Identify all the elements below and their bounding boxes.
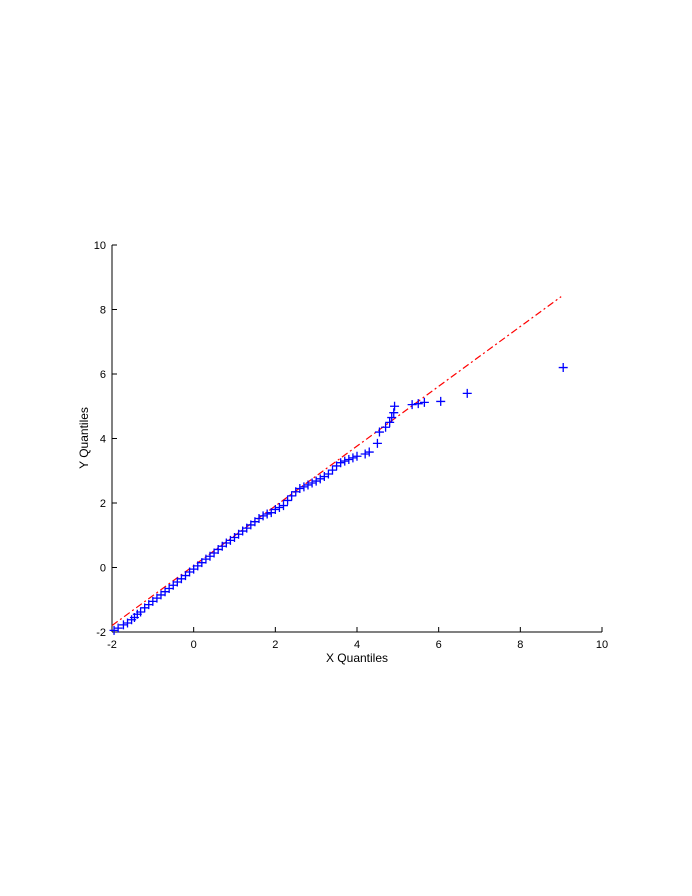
data-point xyxy=(315,474,325,484)
y-tick-label: 6 xyxy=(100,369,106,381)
data-point xyxy=(372,438,382,448)
x-tick-label: 0 xyxy=(191,639,197,651)
data-point xyxy=(295,483,305,493)
y-ticks: -2 0 2 4 6 8 10 xyxy=(94,240,117,639)
data-point xyxy=(387,413,397,423)
data-points xyxy=(109,363,568,635)
data-point xyxy=(413,399,423,409)
y-tick-label: 8 xyxy=(100,305,106,317)
y-tick-label: 2 xyxy=(100,498,106,510)
data-point xyxy=(118,620,128,630)
x-tick-label: 8 xyxy=(517,639,523,651)
data-point xyxy=(419,397,429,407)
data-point xyxy=(323,469,333,479)
x-tick-label: 6 xyxy=(436,639,442,651)
data-point xyxy=(389,408,399,418)
reference-line xyxy=(111,296,562,627)
data-point xyxy=(109,625,119,635)
data-point xyxy=(270,504,280,514)
data-point xyxy=(311,476,321,486)
data-point xyxy=(360,449,370,459)
x-axis-label: X Quantiles xyxy=(326,651,388,665)
x-tick-label: 10 xyxy=(596,639,608,651)
data-point xyxy=(299,482,309,492)
data-point xyxy=(407,400,417,410)
y-tick-label: 4 xyxy=(100,434,106,446)
data-point xyxy=(336,458,346,468)
data-point xyxy=(283,495,293,505)
data-point xyxy=(279,501,288,511)
y-axis-label: Y Quantiles xyxy=(77,407,91,469)
data-point xyxy=(390,401,400,411)
data-point xyxy=(436,396,446,406)
x-ticks: -2 0 2 4 6 8 10 xyxy=(107,627,608,651)
y-tick-label: 10 xyxy=(94,240,106,252)
data-point xyxy=(385,417,395,427)
data-point xyxy=(364,447,374,457)
data-point xyxy=(340,456,350,466)
data-point xyxy=(328,465,337,475)
data-point xyxy=(374,427,384,437)
data-point xyxy=(274,503,284,513)
data-point xyxy=(307,478,317,488)
data-point xyxy=(348,453,358,463)
data-point xyxy=(381,422,391,432)
data-point xyxy=(352,451,362,461)
data-point xyxy=(344,454,354,464)
y-tick-label: -2 xyxy=(96,627,106,639)
data-point xyxy=(136,607,146,617)
data-point xyxy=(262,509,272,519)
x-tick-label: -2 xyxy=(107,639,117,651)
x-tick-label: 4 xyxy=(354,639,360,651)
data-point xyxy=(113,623,123,633)
data-point xyxy=(303,480,313,490)
y-tick-label: 0 xyxy=(100,563,106,575)
data-point xyxy=(462,388,472,398)
x-tick-label: 2 xyxy=(272,639,278,651)
data-point xyxy=(258,511,268,521)
data-point xyxy=(558,363,568,373)
data-point xyxy=(287,491,297,501)
